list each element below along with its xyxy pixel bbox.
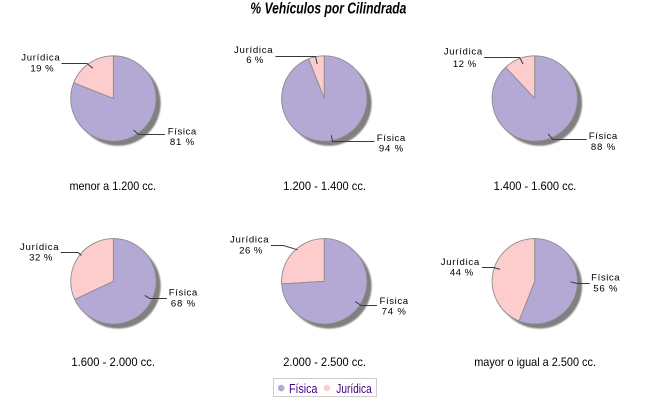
svg-text:Jurídica: Jurídica xyxy=(20,242,59,253)
svg-text:% Vehículos por Cilindrada: % Vehículos por Cilindrada xyxy=(250,1,406,18)
svg-text:32 %: 32 % xyxy=(29,252,53,263)
svg-text:74 %: 74 % xyxy=(382,307,407,318)
svg-text:6 %: 6 % xyxy=(246,55,263,66)
svg-text:Física: Física xyxy=(289,382,317,396)
svg-text:81 %: 81 % xyxy=(170,137,195,148)
svg-text:1.400 - 1.600 cc.: 1.400 - 1.600 cc. xyxy=(494,179,577,193)
svg-text:Jurídica: Jurídica xyxy=(444,47,483,58)
svg-text:Jurídica: Jurídica xyxy=(441,257,480,268)
svg-text:26 %: 26 % xyxy=(239,245,263,256)
svg-text:88 %: 88 % xyxy=(591,142,616,153)
svg-text:Física: Física xyxy=(380,296,409,307)
svg-text:Física: Física xyxy=(377,133,406,144)
svg-text:12 %: 12 % xyxy=(453,59,477,70)
svg-text:56 %: 56 % xyxy=(593,284,618,295)
svg-text:68 %: 68 % xyxy=(171,299,196,310)
svg-text:19 %: 19 % xyxy=(30,64,54,75)
svg-text:1.200 - 1.400 cc.: 1.200 - 1.400 cc. xyxy=(283,179,366,193)
svg-text:Física: Física xyxy=(168,127,197,138)
svg-text:Jurídica: Jurídica xyxy=(230,235,269,246)
svg-text:1.600 - 2.000 cc.: 1.600 - 2.000 cc. xyxy=(71,355,155,369)
svg-text:menor a 1.200 cc.: menor a 1.200 cc. xyxy=(70,179,157,193)
svg-text:Física: Física xyxy=(589,131,618,142)
svg-text:Física: Física xyxy=(169,287,198,298)
svg-text:mayor o igual a 2.500 cc.: mayor o igual a 2.500 cc. xyxy=(474,355,596,369)
svg-text:44 %: 44 % xyxy=(450,268,474,279)
svg-text:94 %: 94 % xyxy=(379,143,404,154)
svg-text:Jurídica: Jurídica xyxy=(21,52,60,63)
svg-text:Jurídica: Jurídica xyxy=(234,45,273,56)
svg-text:Física: Física xyxy=(591,272,620,283)
svg-text:2.000 - 2.500 cc.: 2.000 - 2.500 cc. xyxy=(283,355,366,369)
svg-text:Jurídica: Jurídica xyxy=(336,382,371,396)
